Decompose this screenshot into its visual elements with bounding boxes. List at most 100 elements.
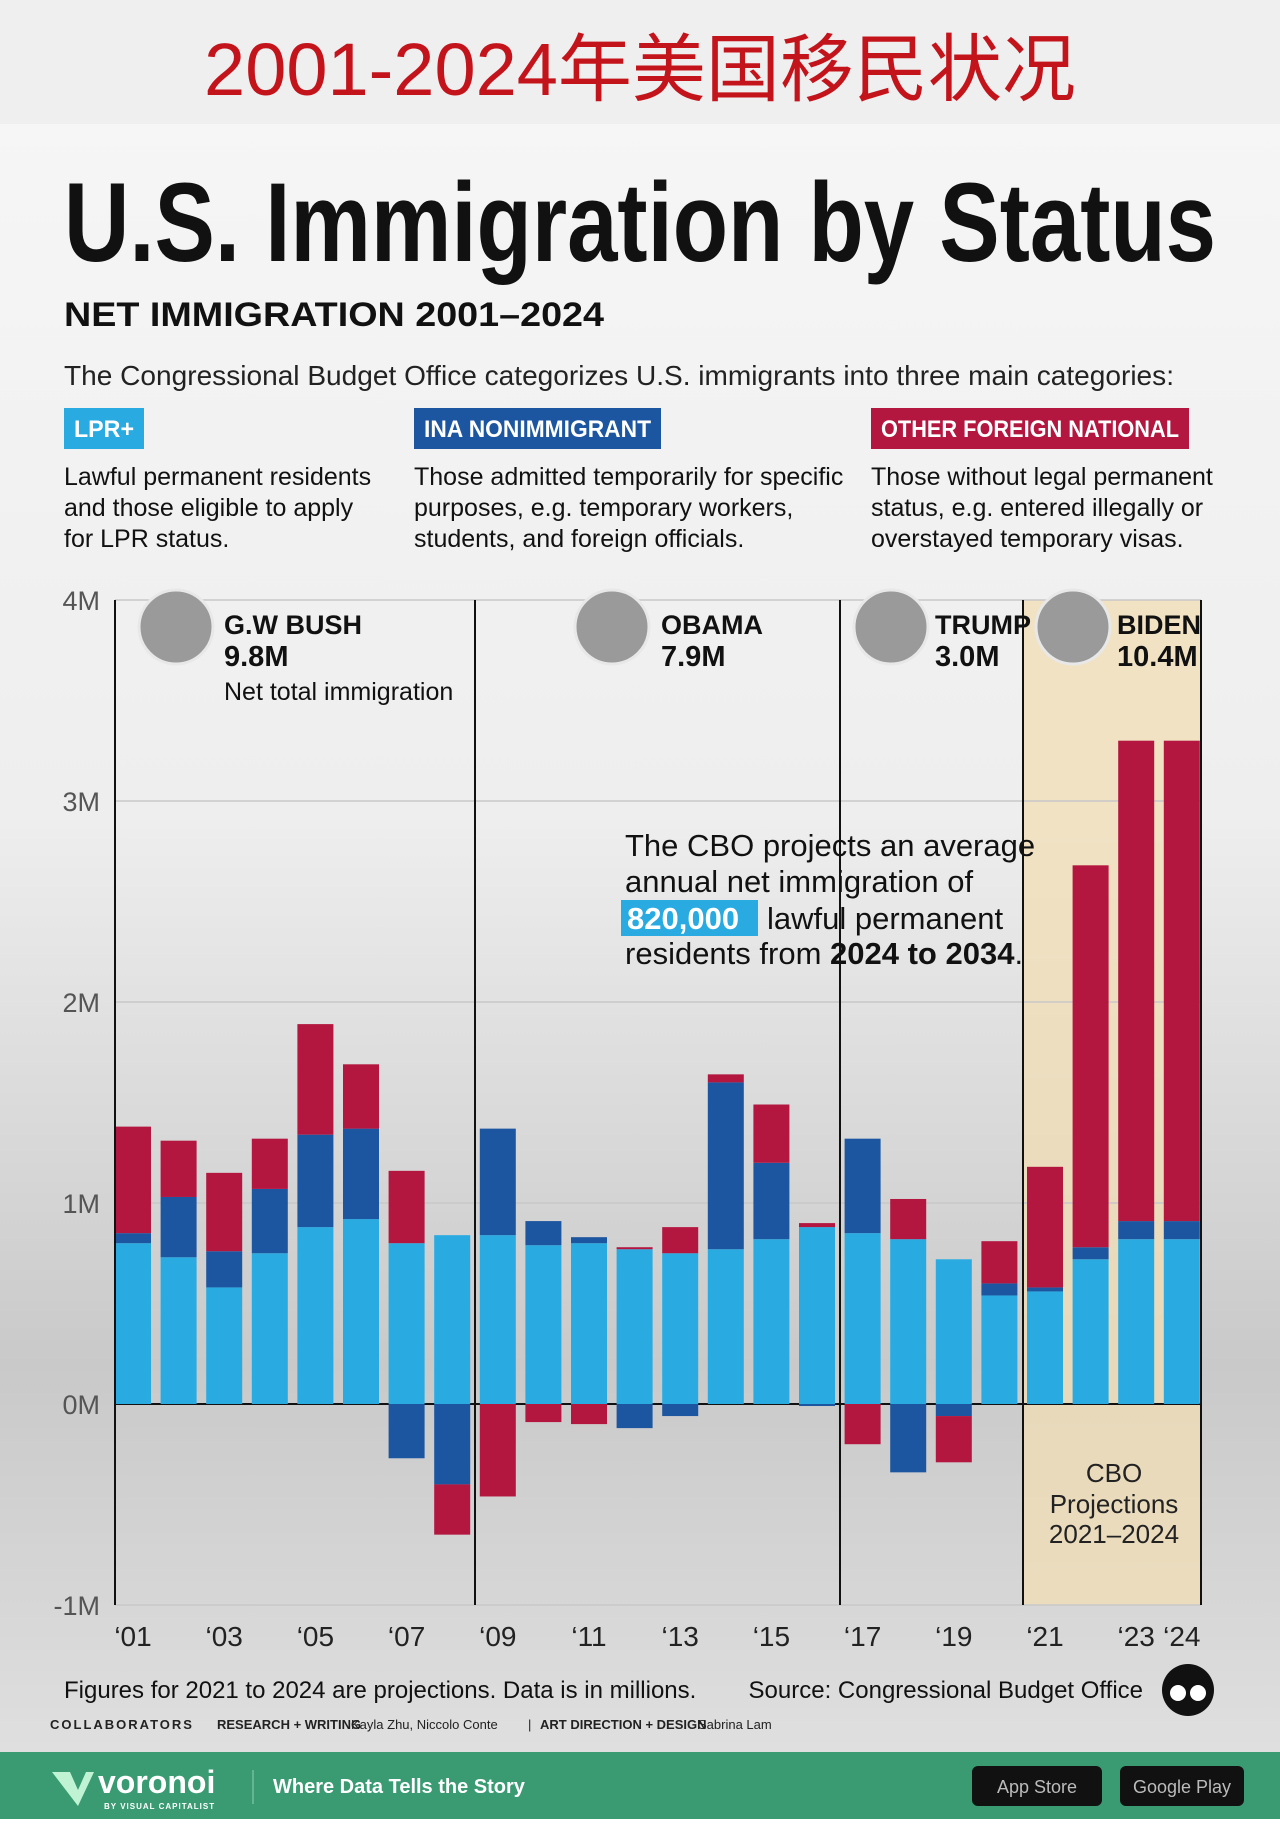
bar-segment xyxy=(571,1237,607,1244)
highlight-box xyxy=(621,900,758,936)
note-part: 2024 to 2034 xyxy=(830,936,1015,971)
bar-segment xyxy=(525,1404,562,1423)
bar-segment xyxy=(160,1257,197,1404)
app-store-button[interactable] xyxy=(972,1766,1102,1806)
bar-segment xyxy=(206,1251,243,1288)
google-play-button[interactable] xyxy=(1120,1766,1244,1806)
x-tick-label: ‘13 xyxy=(662,1621,699,1652)
bar-segment xyxy=(799,1227,835,1404)
bar-segment xyxy=(890,1239,927,1404)
logo-detail xyxy=(1190,1685,1206,1701)
bar-segment xyxy=(1118,740,1155,1222)
legend-description: overstayed temporary visas. xyxy=(871,525,1184,553)
bar-segment xyxy=(479,1404,516,1497)
projection-line: 2021–2024 xyxy=(1049,1519,1179,1549)
cbo-note: The CBO projects an average annual net i… xyxy=(621,828,1035,971)
bar-segment xyxy=(297,1227,334,1404)
bar-segment xyxy=(890,1404,927,1473)
president-total: 3.0M xyxy=(935,641,999,673)
bar-segment xyxy=(251,1253,288,1404)
legend-description: and those eligible to apply xyxy=(64,494,354,522)
bar-segment xyxy=(1072,1259,1109,1404)
bar-segment xyxy=(525,1245,562,1404)
credits-label: ART DIRECTION + DESIGN xyxy=(540,1717,707,1732)
logo-mark xyxy=(1162,1664,1214,1716)
bar-segment xyxy=(616,1404,653,1429)
bar-segment xyxy=(115,1243,151,1404)
x-tick-label: ‘03 xyxy=(206,1621,243,1652)
grid: -1M 0M 1M 2M 3M 4M ‘01 ‘03 ‘05 ‘07 ‘09 ‘11 ‘13 ‘15 ‘17… xyxy=(54,586,1201,1652)
bar-segment xyxy=(707,1074,744,1083)
note-part: . xyxy=(1014,936,1023,971)
legend-description: status, e.g. entered illegally or xyxy=(871,494,1203,522)
bar-segment xyxy=(160,1196,197,1258)
bars xyxy=(115,740,1200,1535)
y-tick-label: 2M xyxy=(62,988,100,1018)
bar-segment xyxy=(1072,865,1109,1248)
credits-sep: | xyxy=(528,1717,531,1732)
legend-label: INA NONIMMIGRANT xyxy=(424,416,651,443)
legend-label: LPR+ xyxy=(74,416,134,443)
bar-segment xyxy=(434,1235,471,1404)
bar-segment xyxy=(844,1404,881,1445)
bar-segment xyxy=(935,1259,972,1404)
legend-swatch xyxy=(871,408,1189,449)
credits-names: Sabrina Lam xyxy=(698,1717,772,1732)
legend: LPR+ Lawful permanent residents and those … xyxy=(64,408,1213,553)
bar-segment xyxy=(1027,1166,1063,1288)
bar-segment xyxy=(799,1223,835,1228)
president-name: G.W BUSH xyxy=(224,610,362,640)
projection-line: Projections xyxy=(1050,1489,1179,1519)
credits: COLLABORATORS RESEARCH + WRITING Kayla Z… xyxy=(50,1717,772,1732)
credits-label: COLLABORATORS xyxy=(50,1717,194,1732)
bar-segment xyxy=(206,1172,243,1252)
x-tick-label: ‘09 xyxy=(479,1621,516,1652)
bar-segment xyxy=(707,1249,744,1404)
header-band xyxy=(0,0,1280,124)
x-tick-label: ‘17 xyxy=(844,1621,881,1652)
note-part: residents from xyxy=(625,936,821,971)
bar-segment xyxy=(753,1239,790,1404)
bar-segment xyxy=(1027,1287,1063,1292)
portrait xyxy=(137,588,215,666)
x-tick-label: ‘15 xyxy=(753,1621,790,1652)
president-total: 9.8M xyxy=(224,641,288,673)
annotation-note: Net total immigration xyxy=(224,678,453,706)
bar-segment xyxy=(981,1241,1018,1284)
bar-segment xyxy=(844,1138,881,1234)
y-tick-label: 0M xyxy=(62,1390,100,1420)
note-line: annual net immigration of xyxy=(625,864,973,899)
app-store-text: App Store xyxy=(997,1777,1077,1797)
bar-segment xyxy=(981,1283,1018,1296)
bar-segment xyxy=(206,1287,243,1404)
bar-segment xyxy=(981,1295,1018,1404)
bar-segment xyxy=(1027,1291,1063,1404)
x-tick-label: ‘01 xyxy=(114,1621,151,1652)
logo-detail xyxy=(1170,1685,1186,1701)
bar-segment xyxy=(388,1404,425,1459)
y-tick-label: 1M xyxy=(62,1189,100,1219)
legend-description: for LPR status. xyxy=(64,525,229,553)
bar-segment xyxy=(1163,740,1200,1222)
projection-line: CBO xyxy=(1086,1458,1142,1488)
bar-segment xyxy=(753,1104,790,1163)
bar-segment xyxy=(1118,1221,1155,1240)
bar-segment xyxy=(753,1162,790,1240)
bar-segment xyxy=(662,1253,699,1404)
bar-segment xyxy=(160,1140,197,1197)
x-tick-label: ‘23 xyxy=(1118,1621,1155,1652)
bar-segment xyxy=(890,1198,927,1240)
bar-segment xyxy=(297,1024,334,1135)
bar-segment xyxy=(297,1134,334,1228)
subtitle: NET IMMIGRATION 2001–2024 xyxy=(64,296,604,334)
president-total: 10.4M xyxy=(1117,641,1198,673)
bar-segment xyxy=(707,1082,744,1250)
bar-segment xyxy=(1163,1221,1200,1240)
legend-label: OTHER FOREIGN NATIONAL xyxy=(881,416,1179,443)
footnote: Figures for 2021 to 2024 are projections… xyxy=(64,1677,696,1704)
google-play-text: Google Play xyxy=(1133,1777,1231,1797)
bar-segment xyxy=(343,1128,379,1220)
legend-description: students, and foreign officials. xyxy=(414,525,744,553)
bar-segment xyxy=(388,1170,425,1244)
president-name: OBAMA xyxy=(661,610,763,640)
